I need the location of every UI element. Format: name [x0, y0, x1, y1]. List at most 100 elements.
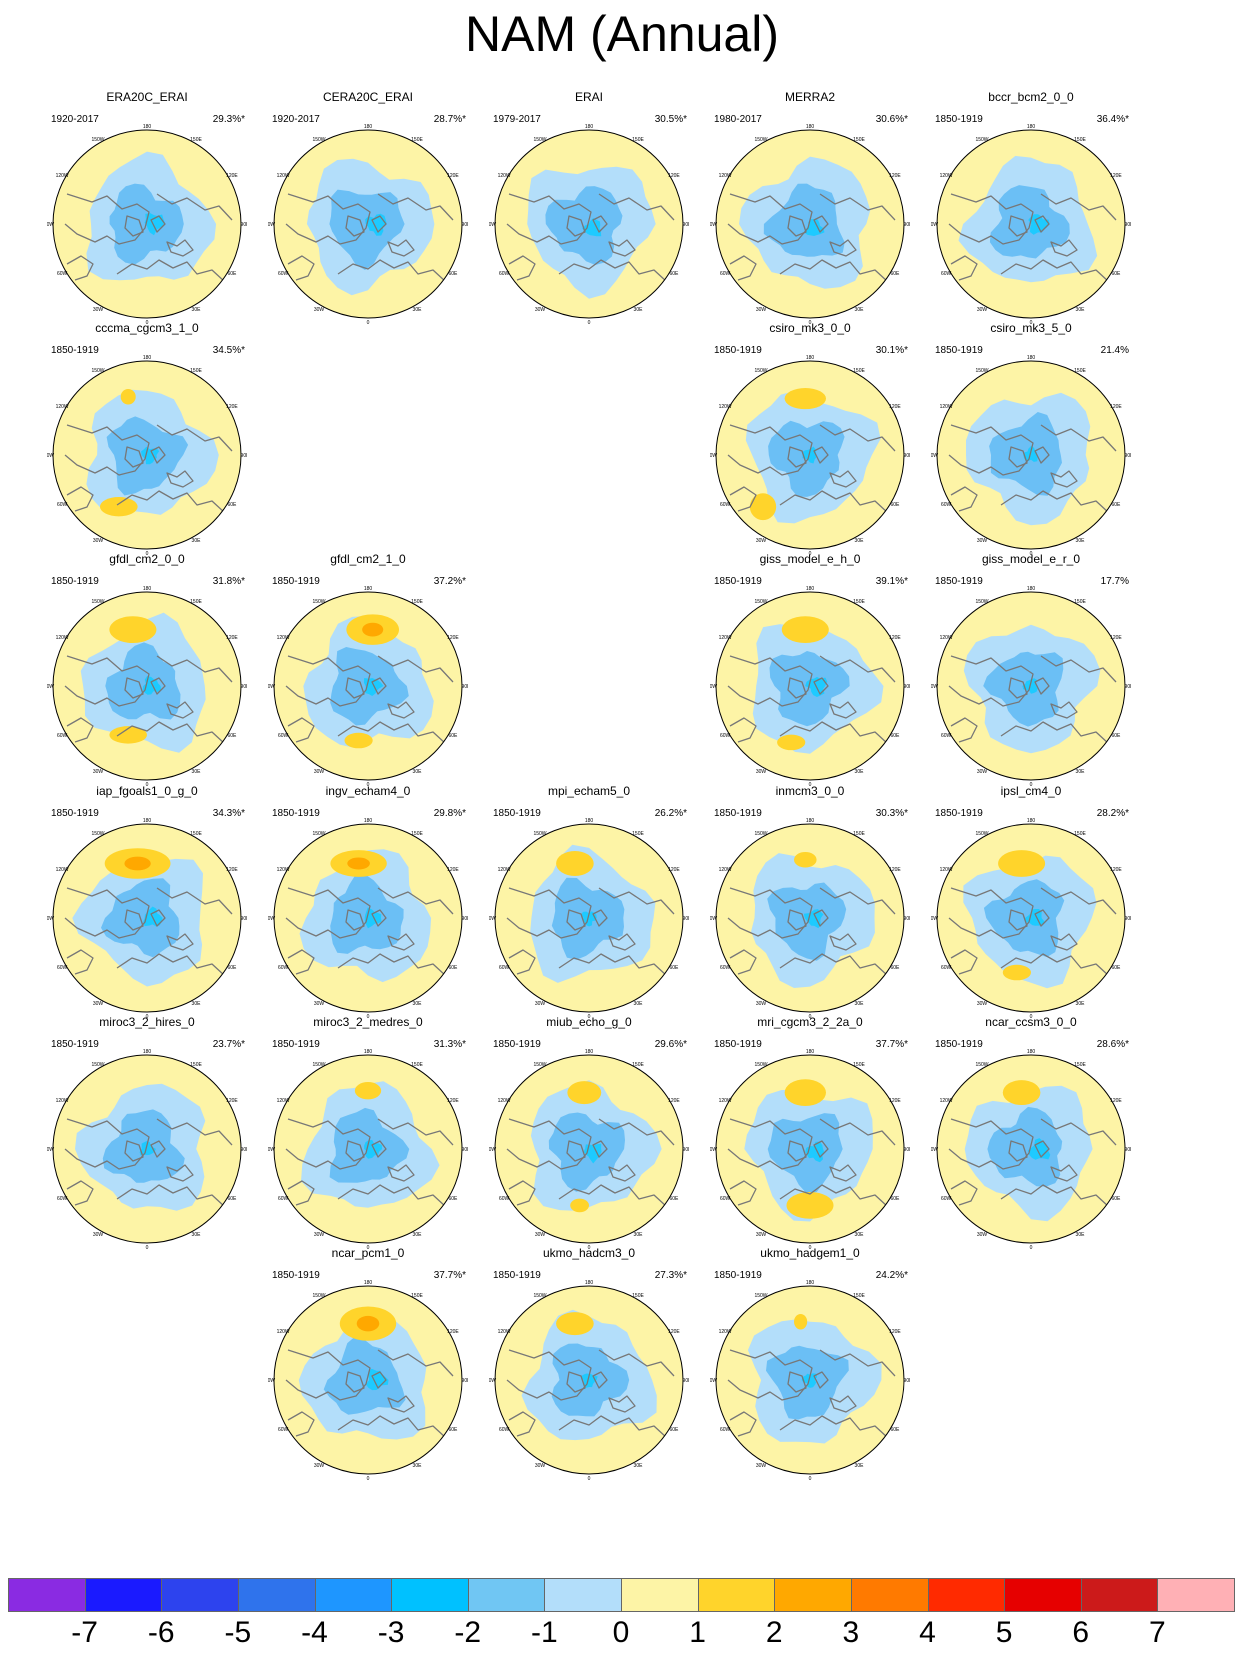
positive-lobe: [1002, 964, 1031, 981]
longitude-label: 30W: [977, 307, 988, 313]
longitude-label: 90W: [489, 916, 496, 922]
longitude-label: 30E: [855, 538, 865, 544]
longitude-label: 90W: [710, 222, 717, 228]
colorbar-tick-label: 1: [689, 1616, 706, 1649]
coastline: [779, 721, 889, 745]
panel-title: gfdl_cm2_1_0: [330, 552, 406, 566]
coastline: [377, 1349, 454, 1377]
coastline: [371, 1371, 387, 1389]
longitude-label: 90W: [268, 222, 275, 228]
longitude-label: 120W: [56, 635, 69, 641]
polar-map: 180 150E 120E 90E 60E 30E 0 30W 60W 90W 120W 150W: [710, 124, 910, 324]
longitude-label: 150W: [754, 831, 767, 837]
longitude-label: 120E: [1110, 173, 1122, 179]
longitude-label: 90W: [268, 1378, 275, 1384]
longitude-label: 150E: [411, 1293, 423, 1299]
coastline: [829, 701, 857, 719]
longitude-label: 30E: [634, 307, 644, 313]
longitude-label: 180: [364, 818, 373, 824]
longitude-label: 120E: [889, 867, 901, 873]
panel-explained-variance: 28.2%*: [1096, 808, 1129, 819]
panel-title: ukmo_hadgem1_0: [760, 1246, 860, 1260]
longitude-label: 60E: [227, 271, 237, 277]
longitude-label: 150E: [190, 1062, 202, 1068]
longitude-label: 30E: [1076, 1001, 1086, 1007]
longitude-label: 120W: [498, 1329, 511, 1335]
coastline: [345, 1371, 365, 1393]
coastline: [508, 1180, 536, 1206]
longitude-label: 90W: [489, 1147, 496, 1153]
coastline: [337, 953, 447, 977]
coastline: [508, 949, 536, 975]
longitude-label: 150E: [1074, 368, 1086, 374]
longitude-label: 90E: [241, 222, 247, 228]
longitude-label: 60W: [278, 1427, 289, 1433]
coastline: [1050, 470, 1078, 488]
map-boundary: [273, 129, 463, 319]
panel-explained-variance: 27.3%*: [654, 1270, 687, 1281]
coastline: [1000, 721, 1110, 745]
longitude-label: 150W: [533, 831, 546, 837]
panel-period: 1850-1919: [51, 345, 99, 356]
longitude-label: 150E: [411, 599, 423, 605]
longitude-label: 90E: [683, 916, 689, 922]
panel-title: CERA20C_ERAI: [322, 90, 414, 104]
map-panel: mri_cgcm3_2_2a_0 1850-1919 37.7%* 180 150E 12…: [700, 1015, 920, 1249]
colorbar-swatch: [84, 1578, 163, 1612]
longitude-label: 30E: [634, 1001, 644, 1007]
panel-explained-variance: 29.6%*: [654, 1039, 687, 1050]
longitude-label: 150W: [754, 137, 767, 143]
panel-title: inmcm3_0_0: [775, 784, 845, 798]
map-panel: MERRA2 1980-2017 30.6%* 180 150E 120E 90E 60E 30…: [700, 90, 920, 324]
longitude-label: 60E: [890, 271, 900, 277]
longitude-label: 150W: [975, 137, 988, 143]
map-boundary: [494, 1054, 684, 1244]
longitude-label: 150E: [190, 368, 202, 374]
coastline: [1040, 887, 1117, 915]
longitude-label: 90W: [47, 453, 54, 459]
colorbar-swatch: [850, 1578, 929, 1612]
colorbar-swatch: [1080, 1578, 1159, 1612]
longitude-label: 60W: [720, 502, 731, 508]
longitude-label: 60W: [57, 965, 68, 971]
colorbar-tick-label: 6: [1072, 1616, 1090, 1649]
coastline: [729, 486, 757, 512]
polar-map: 180 150E 120E 90E 60E 30E 0 30W 60W 90W 120W 150W: [489, 124, 689, 324]
longitude-label: 60W: [499, 1196, 510, 1202]
longitude-label: 120E: [889, 173, 901, 179]
coastline: [598, 1118, 675, 1146]
panel-period: 1850-1919: [935, 345, 983, 356]
longitude-label: 180: [143, 355, 152, 361]
longitude-label: 60W: [278, 965, 289, 971]
longitude-label: 90E: [462, 916, 468, 922]
coastline: [727, 424, 813, 476]
coastline: [813, 1371, 829, 1389]
longitude-label: 60W: [278, 733, 289, 739]
longitude-label: 120W: [277, 1329, 290, 1335]
coastline: [64, 655, 150, 707]
map-panel: iap_fgoals1_0_g_0 1850-1919 34.3%* 180 150E 1…: [37, 784, 257, 1018]
longitude-label: 150E: [632, 831, 644, 837]
panel-title: ERA20C_ERAI: [106, 90, 188, 104]
colorbar-swatch: [391, 1578, 469, 1612]
positive-lobe: [794, 851, 817, 868]
longitude-label: 90E: [462, 1378, 468, 1384]
longitude-label: 180: [806, 1280, 815, 1286]
panel-explained-variance: 29.8%*: [433, 808, 466, 819]
longitude-label: 30E: [192, 538, 202, 544]
longitude-label: 120W: [940, 635, 953, 641]
longitude-label: 180: [1027, 355, 1036, 361]
longitude-label: 30W: [314, 1463, 325, 1469]
coastline: [116, 953, 226, 977]
longitude-label: 90E: [904, 916, 910, 922]
coastline: [1050, 1164, 1078, 1182]
longitude-label: 30E: [1076, 769, 1086, 775]
panel-period: 1850-1919: [714, 576, 762, 587]
coastline: [1008, 446, 1028, 468]
longitude-label: 30W: [93, 538, 104, 544]
map-panel: mpi_echam5_0 1850-1919 26.2%* 180 150E 120E 90…: [479, 784, 699, 1018]
coastline: [592, 215, 608, 233]
longitude-label: 30E: [413, 769, 423, 775]
coastline: [813, 446, 829, 464]
panel-explained-variance: 36.4%*: [1096, 114, 1129, 125]
